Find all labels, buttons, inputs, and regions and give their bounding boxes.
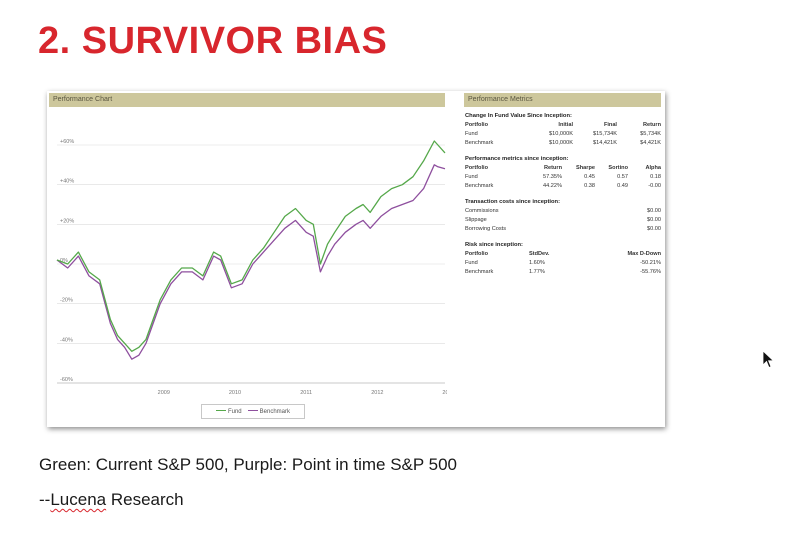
cell: Portfolio [465, 165, 488, 171]
x-tick-label: 2012 [371, 390, 383, 396]
cell: 1.60% [529, 260, 545, 266]
cell: Final [603, 122, 617, 128]
cell: $10,000K [549, 131, 573, 137]
x-tick-label: 2010 [229, 390, 241, 396]
risk-section: Risk since inception: Portfolio StdDev. … [465, 242, 661, 277]
legend-item-benchmark: Benchmark [247, 408, 291, 415]
legend-label-fund: Fund [227, 408, 242, 415]
cell: 0.49 [617, 183, 628, 189]
cell: Return [642, 122, 661, 128]
performance-section: Performance metrics since inception: Por… [465, 156, 661, 191]
cell: Slippage [465, 217, 487, 223]
y-tick-label: -40% [60, 337, 73, 343]
risk-header-row: Portfolio StdDev. Max D-Down [465, 250, 661, 259]
change-header-row: Portfolio Initial Final Return [465, 121, 661, 130]
caption-source-rest: Research [106, 490, 184, 509]
table-row: Fund $10,000K $15,734K $5,734K [465, 130, 661, 139]
y-tick-label: -60% [60, 377, 73, 383]
table-row: Benchmark 1.77% -55.76% [465, 268, 661, 277]
cell: Borrowing Costs [465, 226, 507, 232]
transaction-title: Transaction costs since inception: [465, 199, 561, 205]
caption-line-2: --Lucena Research [39, 490, 184, 510]
cell: Benchmark [465, 269, 494, 275]
cell: Commissions [465, 208, 499, 214]
x-tick-label: 2011 [300, 390, 312, 396]
cell: $0.00 [647, 208, 661, 214]
x-tick-label: 2009 [158, 390, 170, 396]
cell: StdDev. [529, 251, 550, 257]
cell: 0.45 [584, 174, 595, 180]
cell: Portfolio [465, 122, 488, 128]
caption-line-1: Green: Current S&P 500, Purple: Point in… [39, 455, 457, 474]
slide-title: 2. SURVIVOR BIAS [38, 20, 388, 62]
cell: $0.00 [647, 217, 661, 223]
caption-source-name: Lucena [50, 490, 107, 509]
cell: 1.77% [529, 269, 545, 275]
table-row: Fund 1.60% -50.21% [465, 259, 661, 268]
cell: Benchmark [465, 183, 494, 189]
table-row: Borrowing Costs $0.00 [465, 225, 661, 234]
caption-prefix: -- [39, 490, 51, 509]
mouse-cursor-icon [762, 350, 775, 369]
performance-header-row: Portfolio Return Sharpe Sortino Alpha [465, 164, 661, 173]
series-line-benchmark [56, 164, 446, 360]
x-tick-label: 2013 [442, 390, 447, 396]
chart-header: Performance Chart [49, 93, 445, 107]
cell: $4,421K [640, 140, 661, 146]
series-line-fund [56, 140, 446, 352]
cell: Portfolio [465, 251, 488, 257]
table-row: Benchmark $10,000K $14,421K $4,421K [465, 139, 661, 148]
table-row: Fund 57.35% 0.45 0.57 0.18 [465, 173, 661, 182]
chart-legend: Fund Benchmark [201, 404, 305, 419]
y-tick-label: -20% [60, 298, 73, 304]
y-tick-label: +60% [60, 139, 74, 145]
cell: 0.38 [584, 183, 595, 189]
cell: Fund [465, 174, 478, 180]
cell: 0.18 [650, 174, 661, 180]
legend-swatch-benchmark [247, 410, 258, 412]
y-tick-label: +20% [60, 218, 74, 224]
cell: $0.00 [647, 226, 661, 232]
cell: 0.57 [617, 174, 628, 180]
cell: Sharpe [576, 165, 595, 171]
cell: -0.00 [648, 183, 661, 189]
table-row: Slippage $0.00 [465, 216, 661, 225]
table-row: Commissions $0.00 [465, 207, 661, 216]
table-row: Benchmark 44.22% 0.38 0.49 -0.00 [465, 182, 661, 191]
risk-title: Risk since inception: [465, 242, 523, 248]
cell: 44.22% [543, 183, 562, 189]
metrics-table: Change In Fund Value Since Inception: Po… [465, 113, 661, 285]
transaction-section: Transaction costs since inception: Commi… [465, 199, 661, 234]
cell: Fund [465, 131, 478, 137]
cell: Sortino [608, 165, 628, 171]
cell: $15,734K [593, 131, 617, 137]
change-title: Change In Fund Value Since Inception: [465, 113, 572, 119]
cell: Alpha [645, 165, 661, 171]
cell: $14,421K [593, 140, 617, 146]
cell: -55.76% [640, 269, 661, 275]
change-section: Change In Fund Value Since Inception: Po… [465, 113, 661, 148]
cell: Max D-Down [627, 251, 661, 257]
performance-title: Performance metrics since inception: [465, 156, 569, 162]
cell: 57.35% [543, 174, 562, 180]
performance-chart: +60% +40% +20% 0% -20% -40% -60% 2009 2010 2011 20… [56, 139, 447, 396]
cell: $5,734K [640, 131, 661, 137]
cell: Initial [558, 122, 573, 128]
cell: $10,000K [549, 140, 573, 146]
legend-swatch-fund [215, 410, 226, 412]
y-tick-label: 0% [60, 258, 68, 264]
cell: -50.21% [640, 260, 661, 266]
performance-panel: Performance Chart Performance Metrics +6… [47, 91, 665, 427]
cell: Benchmark [465, 140, 494, 146]
metrics-header: Performance Metrics [464, 93, 661, 107]
cell: Return [543, 165, 562, 171]
y-tick-label: +40% [60, 179, 74, 185]
legend-label-benchmark: Benchmark [259, 408, 291, 415]
legend-item-fund: Fund [215, 408, 242, 415]
cell: Fund [465, 260, 478, 266]
